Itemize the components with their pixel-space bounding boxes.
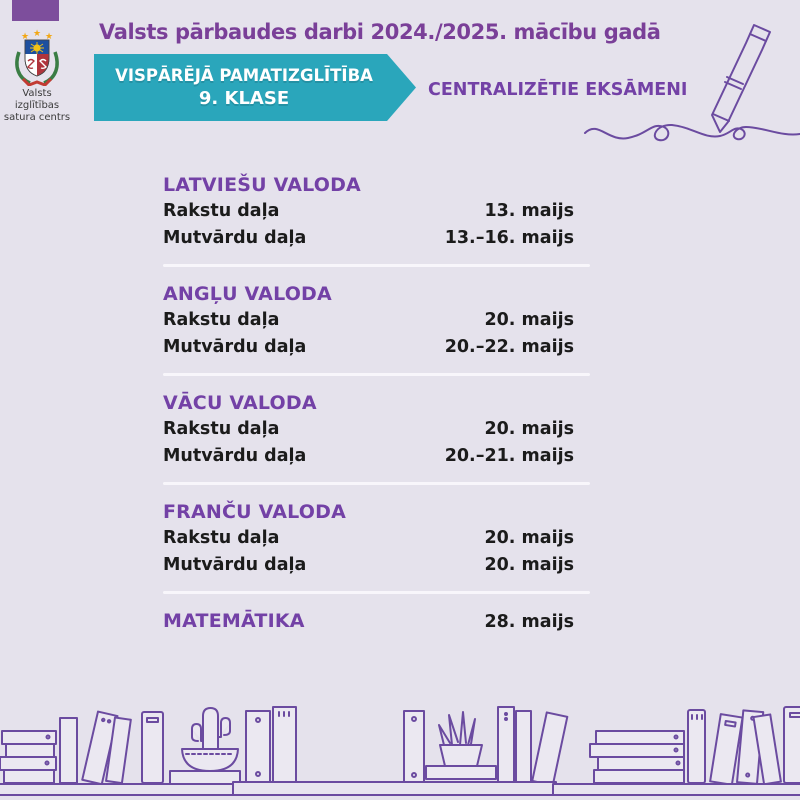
exam-date: 20. maijs xyxy=(484,555,574,575)
banner-line1: VISPĀRĒJĀ PAMATIZGLĪTĪBA xyxy=(115,66,373,85)
exam-part-label: Rakstu daļa xyxy=(163,310,280,330)
exam-row: Mutvārdu daļa 20.–22. maijs xyxy=(163,334,590,361)
subject-heading: MATEMĀTIKA xyxy=(163,610,305,632)
svg-text:★: ★ xyxy=(45,32,53,42)
exam-part-label: Mutvārdu daļa xyxy=(163,555,307,575)
exam-section-anglu: ANGĻU VALODA Rakstu daļa 20. maijs Mutvā… xyxy=(163,281,590,376)
exam-row: Mutvārdu daļa 13.–16. maijs xyxy=(163,225,590,252)
exam-part-label: Mutvārdu daļa xyxy=(163,228,307,248)
exam-row: Mutvārdu daļa 20.–21. maijs xyxy=(163,443,590,470)
exam-date: 28. maijs xyxy=(484,612,574,632)
exam-part-label: Mutvārdu daļa xyxy=(163,446,307,466)
section-divider xyxy=(163,373,590,376)
exam-date: 20. maijs xyxy=(484,419,574,439)
exam-part-label: Rakstu daļa xyxy=(163,201,280,221)
exam-row: Rakstu daļa 20. maijs xyxy=(163,307,590,334)
exam-section-vacu: VĀCU VALODA Rakstu daļa 20. maijs Mutvār… xyxy=(163,390,590,485)
svg-text:★: ★ xyxy=(21,32,29,42)
section-divider xyxy=(163,591,590,594)
exam-date: 13.–16. maijs xyxy=(444,228,574,248)
exam-row: Rakstu daļa 20. maijs xyxy=(163,416,590,443)
subject-heading: LATVIEŠU VALODA xyxy=(163,174,361,196)
exam-type-label: CENTRALIZĒTIE EKSĀMENI xyxy=(428,80,688,100)
pen-icon xyxy=(584,24,800,142)
exam-section-francu: FRANČU VALODA Rakstu daļa 20. maijs Mutv… xyxy=(163,499,590,594)
logo-text-line1: Valsts izglītības xyxy=(14,88,60,111)
accent-square xyxy=(12,0,59,21)
exam-date: 20. maijs xyxy=(484,310,574,330)
logo-text: Valsts izglītības satura centrs xyxy=(0,88,74,124)
section-divider xyxy=(163,264,590,267)
exam-row: Rakstu daļa 20. maijs xyxy=(163,525,590,552)
section-divider xyxy=(163,482,590,485)
subject-heading: FRANČU VALODA xyxy=(163,501,346,523)
bookshelf-icon xyxy=(0,706,800,796)
coat-of-arms-icon: ★ ★ ★ xyxy=(15,29,59,86)
exam-date: 20.–21. maijs xyxy=(444,446,574,466)
exam-schedule: LATVIEŠU VALODA Rakstu daļa 13. maijs Mu… xyxy=(163,172,590,635)
exam-row: Mutvārdu daļa 20. maijs xyxy=(163,552,590,579)
subject-heading: ANGĻU VALODA xyxy=(163,283,332,305)
exam-date: 13. maijs xyxy=(484,201,574,221)
exam-row: Rakstu daļa 13. maijs xyxy=(163,198,590,225)
exam-section-matematika: MATEMĀTIKA 28. maijs xyxy=(163,608,590,635)
page-title: Valsts pārbaudes darbi 2024./2025. mācīb… xyxy=(99,20,661,44)
exam-part-label: Mutvārdu daļa xyxy=(163,337,307,357)
logo-text-line2: satura centrs xyxy=(3,112,71,123)
exam-date: 20.–22. maijs xyxy=(444,337,574,357)
exam-section-latviesu: LATVIEŠU VALODA Rakstu daļa 13. maijs Mu… xyxy=(163,172,590,267)
exam-part-label: Rakstu daļa xyxy=(163,528,280,548)
svg-text:★: ★ xyxy=(33,29,41,39)
subject-heading: VĀCU VALODA xyxy=(163,392,317,414)
banner-line2: 9. KLASE xyxy=(198,88,290,109)
exam-part-label: Rakstu daļa xyxy=(163,419,280,439)
exam-date: 20. maijs xyxy=(484,528,574,548)
education-level-banner: VISPĀRĒJĀ PAMATIZGLĪTĪBA 9. KLASE xyxy=(94,54,416,121)
